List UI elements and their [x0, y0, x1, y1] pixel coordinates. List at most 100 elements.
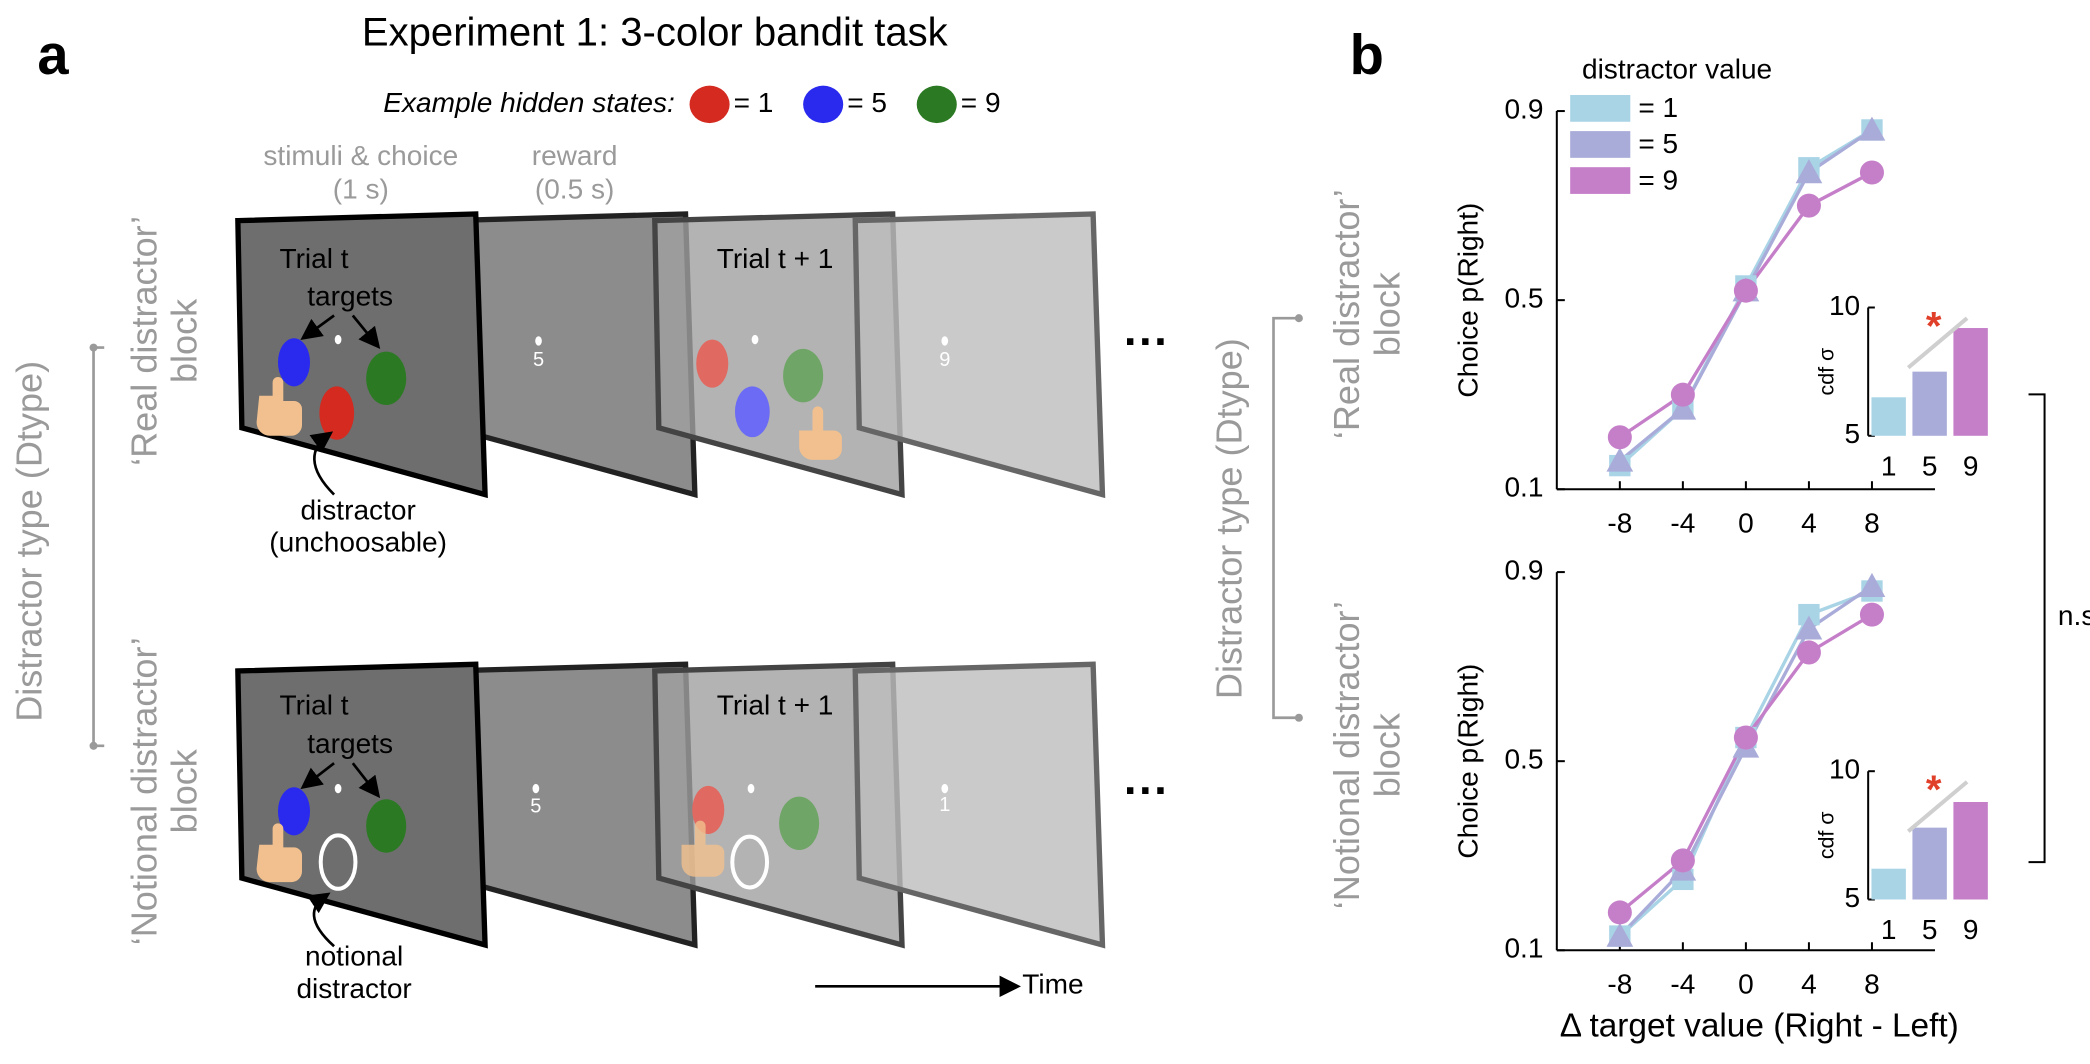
target	[277, 787, 311, 836]
marker	[1607, 900, 1632, 925]
legend-swatch	[1570, 131, 1631, 158]
x-tick-label: 5	[1922, 450, 1938, 481]
reward: 5	[533, 349, 544, 371]
reward: 9	[939, 349, 950, 371]
ellipsis: ···	[1124, 316, 1169, 367]
bar	[1912, 371, 1947, 436]
marker	[1670, 382, 1695, 407]
trial-label: Trial t + 1	[717, 243, 834, 274]
bracket-end	[1294, 314, 1303, 323]
marker	[1858, 572, 1886, 597]
x-tick-label: 9	[1963, 450, 1979, 481]
y-axis-label: Choice p(Right)	[1452, 203, 1483, 398]
screen	[852, 661, 1106, 949]
fixation	[747, 783, 755, 794]
comparison-bracket	[2028, 393, 2046, 864]
targets-label: targets	[307, 281, 393, 312]
notional-distractor	[730, 834, 770, 890]
y-tick-label: 10	[1829, 290, 1860, 321]
arrow	[309, 431, 336, 496]
x-tick-label: 8	[1864, 969, 1880, 1000]
bar	[1912, 827, 1947, 900]
marker	[1796, 640, 1821, 665]
block-label: ‘Real distractor’	[1326, 189, 1367, 439]
fixation	[532, 783, 540, 794]
marker	[1733, 725, 1758, 750]
marker	[1606, 922, 1634, 947]
x-tick-label: 0	[1738, 969, 1754, 1000]
marker	[1607, 425, 1632, 450]
x-tick-label: 0	[1738, 508, 1754, 539]
block-label: block	[164, 748, 205, 833]
marker	[1733, 278, 1758, 303]
x-tick-label: -4	[1670, 508, 1695, 539]
arrow	[306, 892, 335, 948]
panel-label: b	[1350, 23, 1384, 86]
y-tick-label: 0.1	[1504, 472, 1543, 503]
screen	[852, 211, 1106, 499]
blue-dot	[803, 85, 844, 124]
x-tick-label: 4	[1801, 508, 1817, 539]
y-axis-label: cdf σ	[1815, 812, 1839, 860]
bar	[1871, 397, 1906, 436]
trend-arrow	[1906, 780, 1969, 833]
hidden-state: = 1	[734, 87, 774, 118]
hidden-state: = 5	[847, 87, 887, 118]
arrow	[300, 762, 335, 790]
fixation	[751, 334, 759, 345]
legend-label: = 9	[1638, 164, 1678, 195]
marker	[1798, 603, 1820, 626]
y-tick-label: 10	[1829, 754, 1860, 785]
x-tick-label: 1	[1881, 450, 1897, 481]
screen	[235, 211, 488, 499]
annotation: *	[1926, 768, 1942, 812]
distractor-label: distractor	[300, 494, 415, 525]
x-tick-label: 4	[1801, 969, 1817, 1000]
bar	[1953, 328, 1988, 436]
arrow	[300, 314, 335, 341]
trial-label: Trial t	[279, 243, 348, 274]
axis-label: Distractor type (Dtype)	[9, 361, 50, 722]
fixation	[941, 336, 949, 346]
bracket	[92, 346, 105, 748]
arrow	[351, 314, 381, 350]
distractor	[319, 386, 355, 440]
x-axis-label: Δ target value (Right - Left)	[1560, 1008, 1959, 1045]
annotation: *	[1926, 304, 1942, 348]
x-tick-label: -4	[1670, 969, 1695, 1000]
panel-label: a	[37, 23, 69, 86]
marker	[1858, 116, 1886, 141]
hidden-state: = 9	[961, 87, 1001, 118]
stimulus	[779, 796, 820, 851]
bracket-end	[1294, 713, 1303, 722]
stimulus	[696, 339, 729, 388]
fixation	[535, 336, 542, 346]
y-tick-label: 0.9	[1504, 554, 1543, 585]
bracket-end	[89, 343, 98, 352]
trend-arrow	[1906, 316, 1969, 370]
marker	[1795, 159, 1823, 184]
fixation	[334, 783, 342, 794]
x-tick-label: 9	[1963, 914, 1979, 945]
x-tick-label: 1	[1881, 914, 1897, 945]
marker	[1606, 447, 1634, 472]
y-axis-label: Choice p(Right)	[1452, 664, 1483, 859]
target	[277, 338, 311, 387]
y-tick-label: 5	[1845, 418, 1861, 449]
phase-duration: (1 s)	[333, 174, 389, 205]
y-axis-label: cdf σ	[1815, 348, 1839, 396]
title: Experiment 1: 3-color bandit task	[362, 10, 949, 54]
comparison-label: n.s.	[2058, 600, 2090, 631]
red-dot	[689, 85, 730, 124]
legend-swatch	[1570, 95, 1631, 122]
marker	[1795, 615, 1823, 640]
arrow	[351, 762, 381, 799]
x-tick-label: 8	[1864, 508, 1880, 539]
stimulus	[783, 348, 824, 403]
stimulus	[734, 386, 770, 438]
block-label: block	[1366, 271, 1407, 356]
notional-block-screens	[235, 661, 1106, 949]
marker	[1669, 395, 1697, 420]
phase-duration: (0.5 s)	[535, 174, 615, 205]
